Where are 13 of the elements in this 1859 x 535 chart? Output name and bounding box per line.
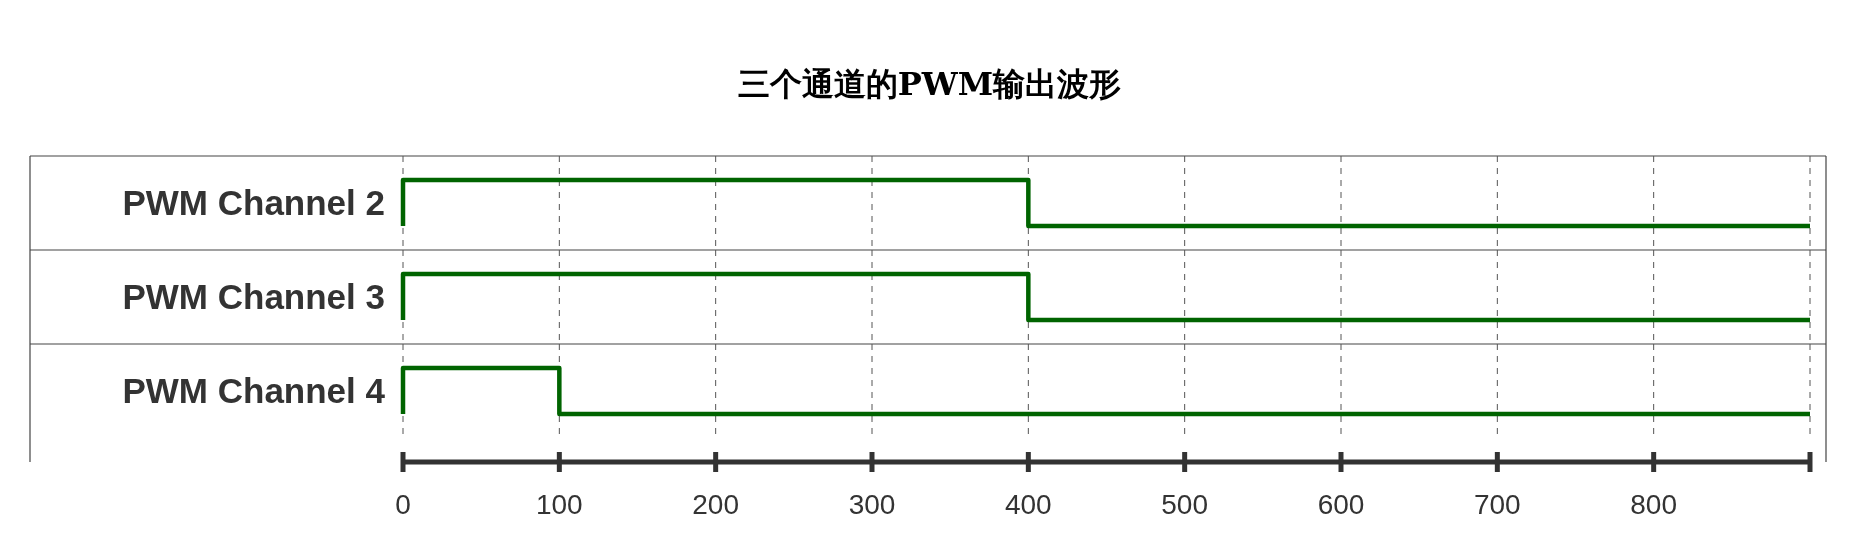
x-tick-label: 500 — [1161, 489, 1209, 520]
x-tick-label: 700 — [1473, 489, 1521, 520]
y-axis-title: PWM Channel 2 — [122, 183, 385, 222]
y-axis-title: PWM Channel 3 — [122, 277, 385, 316]
x-tick-label: 100 — [535, 489, 583, 520]
y-axis-title: PWM Channel 4 — [122, 371, 386, 410]
x-tick-label: 400 — [1004, 489, 1052, 520]
x-tick-label: 600 — [1317, 489, 1365, 520]
x-tick-label: 0 — [395, 489, 411, 520]
x-tick-label: 300 — [848, 489, 896, 520]
x-tick-label: 200 — [692, 489, 740, 520]
chart-title: 三个通道的PWM输出波形 — [737, 65, 1122, 103]
x-tick-label: 800 — [1630, 489, 1678, 520]
